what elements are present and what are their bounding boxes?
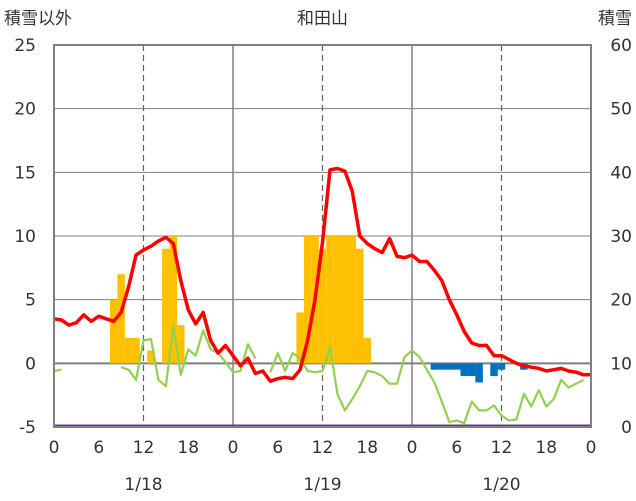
left-tick-label: 5: [25, 291, 36, 311]
bar: [467, 363, 476, 377]
bar: [490, 363, 498, 377]
bar: [318, 248, 327, 364]
bar: [363, 337, 371, 364]
bar: [497, 363, 506, 370]
bar: [177, 325, 185, 364]
bar: [162, 248, 170, 364]
bar: [341, 236, 349, 364]
right-tick-label: 40: [610, 163, 632, 183]
left-axis-title: 積雪以外: [4, 9, 72, 29]
date-labels: 1/18 1/19 1/20: [124, 475, 520, 495]
left-tick-label: 20: [14, 100, 36, 120]
date-label: 1/19: [303, 475, 341, 495]
x-tick-label: 18: [356, 438, 378, 458]
bar: [132, 337, 140, 364]
x-tick-label: 12: [491, 438, 513, 458]
left-tick-label: 10: [14, 227, 36, 247]
right-tick-label: 50: [610, 100, 632, 120]
plot-frame: [53, 44, 592, 428]
date-label: 1/20: [482, 475, 520, 495]
red-line: [53, 166, 591, 383]
bar: [147, 350, 155, 364]
right-tick-label: 30: [610, 227, 632, 247]
x-tick-label: 12: [133, 438, 155, 458]
bar: [453, 363, 461, 370]
x-tick-label: 0: [228, 438, 239, 458]
x-tick-label: 18: [177, 438, 199, 458]
x-tick-label: 0: [586, 438, 597, 458]
x-tick-label: 0: [49, 438, 60, 458]
right-tick-label: 60: [610, 36, 632, 56]
left-tick-label: -5: [19, 418, 36, 438]
x-axis-ticks: 0 6 12 18 0 6 12 18 0 6 12 18 0: [49, 438, 597, 458]
right-axis-title: 積雪: [598, 9, 632, 29]
left-tick-label: 0: [25, 354, 36, 374]
green-line: [53, 368, 62, 373]
bar: [475, 363, 483, 383]
date-label: 1/18: [124, 475, 162, 495]
bar: [109, 299, 118, 364]
bar: [326, 236, 334, 364]
bar: [333, 236, 342, 364]
bar: [356, 248, 364, 364]
bar: [169, 236, 178, 364]
bar: [438, 363, 446, 370]
bar: [117, 274, 125, 364]
x-tick-label: 6: [272, 438, 283, 458]
right-tick-label: 10: [610, 354, 632, 374]
bar: [445, 363, 454, 370]
left-tick-label: 15: [14, 163, 36, 183]
bar: [460, 363, 468, 377]
x-tick-label: 18: [535, 438, 557, 458]
right-tick-label: 0: [621, 418, 632, 438]
bar: [348, 236, 357, 364]
bar: [303, 236, 312, 364]
left-tick-label: 25: [14, 36, 36, 56]
right-axis-ticks: 0 10 20 30 40 50 60: [610, 36, 632, 438]
bar: [430, 363, 439, 370]
bar: [296, 312, 304, 364]
right-tick-label: 20: [610, 291, 632, 311]
chart-title: 和田山: [297, 9, 348, 29]
green-line: [120, 325, 257, 388]
green-line: [269, 345, 585, 425]
left-axis-ticks: -5 0 5 10 15 20 25: [14, 36, 36, 438]
x-tick-label: 0: [407, 438, 418, 458]
x-tick-label: 12: [312, 438, 334, 458]
x-tick-label: 6: [451, 438, 462, 458]
bar: [124, 337, 133, 364]
x-tick-label: 6: [93, 438, 104, 458]
